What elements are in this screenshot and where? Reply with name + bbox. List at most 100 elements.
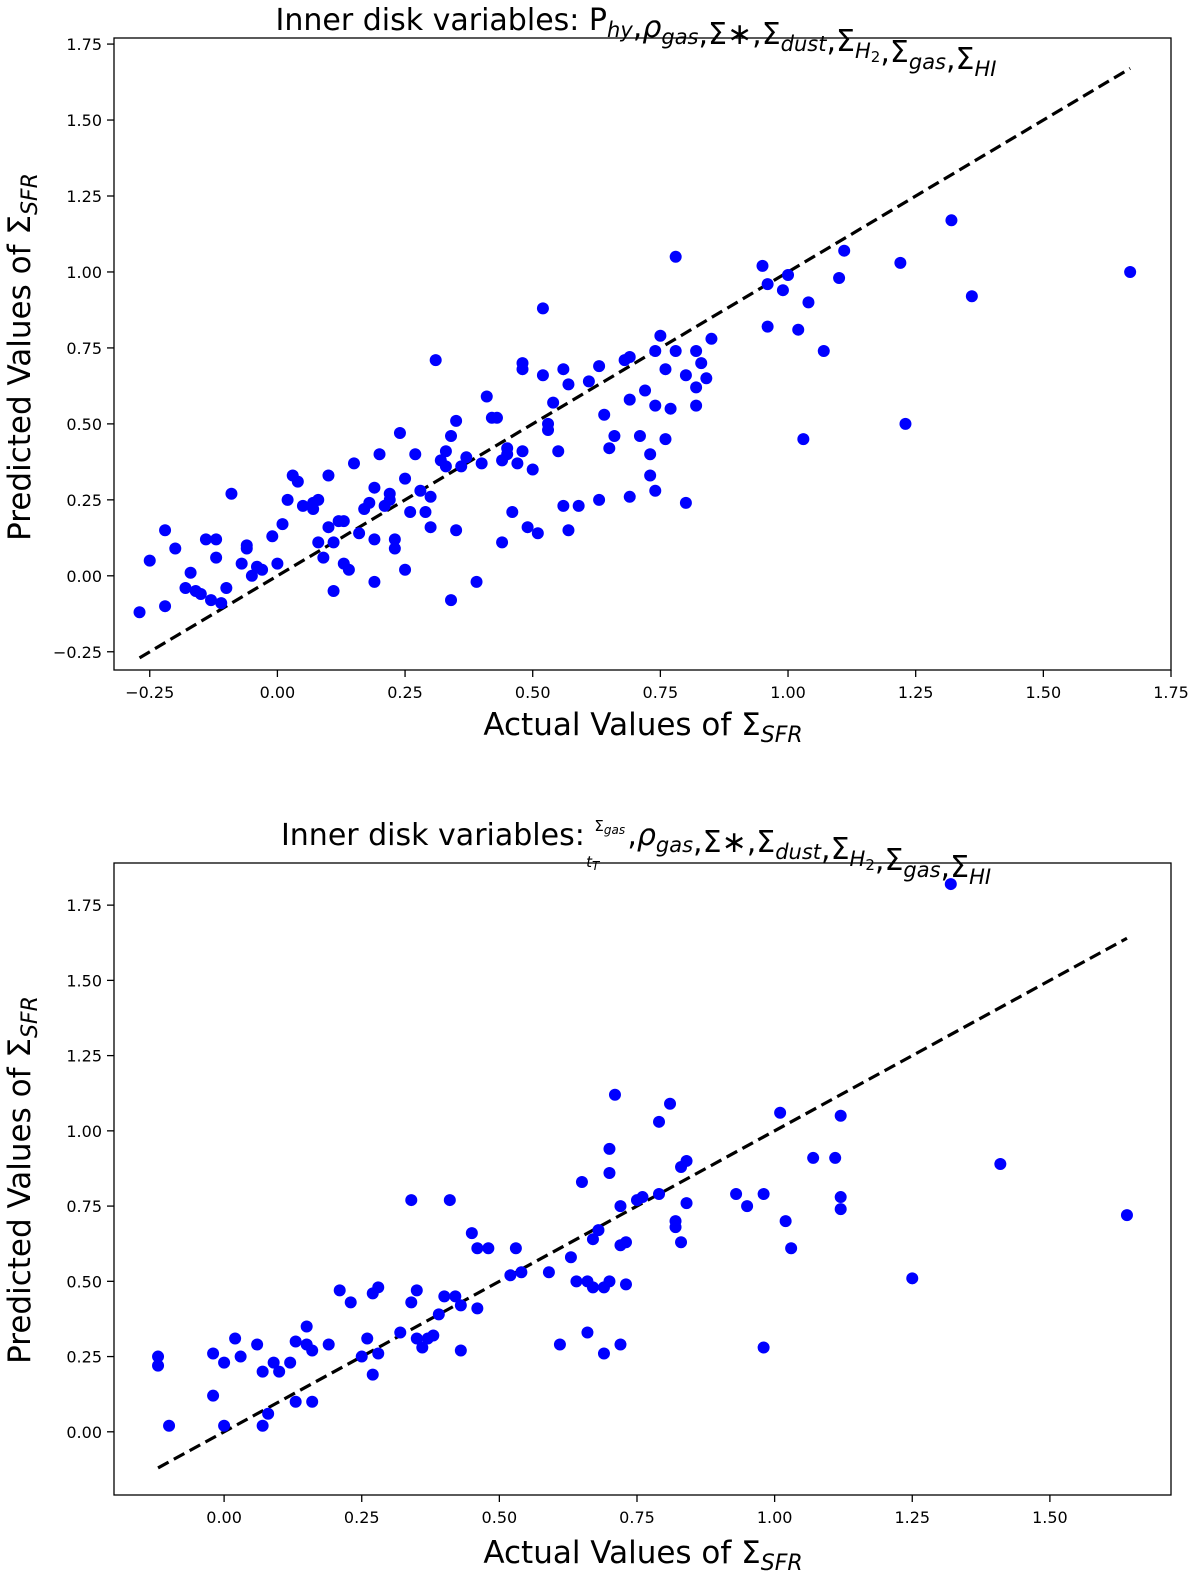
data-point [405,1296,418,1309]
data-point [355,1350,368,1363]
data-point [333,1284,346,1297]
data-point [669,1215,682,1228]
data-point [245,569,258,582]
data-point [368,481,381,494]
data-point [782,269,795,281]
data-point [695,357,708,370]
data-point [410,1284,423,1297]
data-point [636,1191,649,1204]
data-point [802,296,815,309]
y-tick-label: 0.25 [66,1348,102,1367]
data-point [639,384,652,397]
x-tick-label: 0.00 [260,683,296,702]
data-point [536,302,549,315]
data-point [163,1419,176,1432]
data-point [424,521,437,534]
data-point [372,1281,385,1294]
data-point [460,451,473,464]
data-point [388,533,401,546]
data-point [271,557,284,570]
data-point [327,536,340,549]
data-point [906,1272,919,1285]
x-tick-label: 0.25 [387,683,423,702]
plot-area-frame [113,862,1172,1496]
data-point [562,378,575,391]
data-point [366,1368,379,1381]
y-tick-label: 0.00 [66,567,102,586]
data-point [373,448,386,461]
data-point [834,1109,847,1122]
x-tick-label: 0.50 [482,1508,518,1527]
data-point [312,493,325,506]
data-point [679,496,692,509]
data-point [575,1176,588,1189]
reference-line [157,936,1128,1470]
data-point [496,536,509,549]
chart-title: Inner disk variables: Phy,ρgas,Σ∗,Σdust,… [276,3,997,81]
data-point [289,1395,302,1408]
y-tick-label: 1.25 [66,1047,102,1066]
y-axis-label: Predicted Values of ΣSFR [2,173,43,541]
data-point [779,1215,792,1228]
data-point [429,354,442,367]
data-point [388,542,401,555]
data-point [690,381,703,394]
data-point [654,329,667,342]
x-tick-label: 1.50 [1032,1508,1068,1527]
x-tick-label: 1.25 [894,1508,930,1527]
data-point [552,445,565,458]
data-point [653,1115,666,1128]
data-point [679,369,692,382]
data-point [424,490,437,503]
data-point [490,411,503,424]
data-point [291,475,304,488]
data-point [307,502,320,515]
data-point [368,533,381,546]
y-tick-label: 1.00 [66,263,102,282]
data-point [159,600,172,613]
data-point [526,463,539,476]
data-point [169,542,182,555]
data-point [547,396,560,409]
data-point [994,1157,1007,1170]
data-point [659,363,672,376]
data-point [416,1341,429,1354]
data-point [256,563,269,576]
data-point [414,484,427,497]
data-point [194,588,207,601]
data-point [267,1356,280,1369]
data-point [322,469,335,482]
data-point [700,372,713,385]
y-tick-label: 1.50 [66,971,102,990]
x-tick-label: 0.50 [515,683,551,702]
x-axis-label: Actual Values of ΣSFR [483,1535,802,1576]
data-point [344,1296,357,1309]
data-point [644,448,657,461]
data-point [184,566,197,579]
data-point [619,1236,632,1249]
data-point [680,1154,693,1167]
data-point [586,1233,599,1246]
data-point [210,533,223,546]
data-point [363,496,376,509]
data-point [454,1299,467,1312]
data-point [454,1344,467,1357]
data-point [234,1350,247,1363]
y-tick-label: 1.50 [66,111,102,130]
data-point [669,250,682,263]
data-point [256,1419,269,1432]
data-point [761,278,774,291]
data-point [506,506,519,518]
data-point [644,469,657,482]
y-tick-label: 0.50 [66,1272,102,1291]
data-point [761,320,774,333]
data-point [439,460,452,473]
data-point [471,1242,484,1255]
data-point [273,1365,286,1378]
chart-title: Inner disk variables: Σgas tT ,ρgas,Σ∗,Σ… [281,817,991,889]
data-point [251,1338,264,1351]
data-point [899,417,912,430]
data-point [690,344,703,357]
data-point [633,430,646,443]
